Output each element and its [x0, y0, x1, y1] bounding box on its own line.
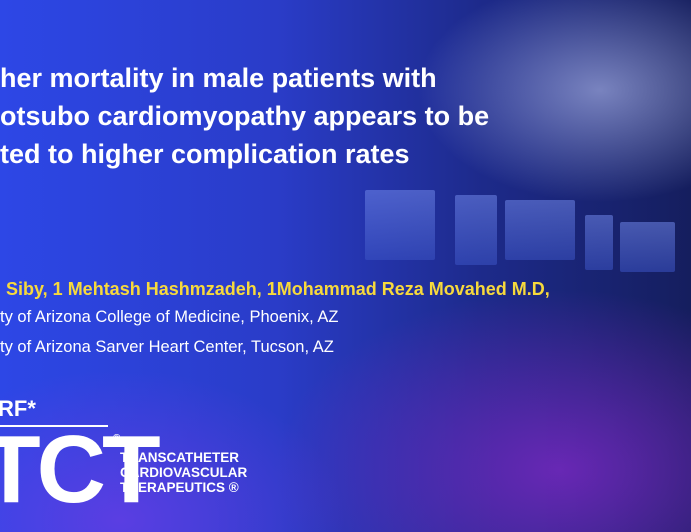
bg-screen	[505, 200, 575, 260]
logo-brand: TCT	[0, 416, 161, 523]
affiliation: ty of Arizona College of Medicine, Phoen…	[0, 308, 339, 326]
affiliation: ty of Arizona Sarver Heart Center, Tucso…	[0, 338, 334, 356]
logo-tagline: TRANSCATHETER	[120, 450, 239, 465]
bg-screen	[365, 190, 435, 260]
logo-tagline: THERAPEUTICS ®	[120, 480, 239, 495]
title-line: her mortality in male patients with	[0, 63, 437, 93]
title-line: otsubo cardiomyopathy appears to be	[0, 101, 490, 131]
logo-org: RF*	[0, 396, 36, 421]
bg-screen	[455, 195, 497, 265]
bg-screen	[585, 215, 613, 270]
logo-tagline: CARDIOVASCULAR	[120, 465, 248, 480]
logo-rule	[0, 425, 108, 427]
authors: Siby, 1 Mehtash Hashmzadeh, 1Mohammad Re…	[6, 279, 550, 299]
title-line: ted to higher complication rates	[0, 139, 410, 169]
bg-screen	[620, 222, 675, 272]
logo-mark: ®	[113, 433, 121, 444]
